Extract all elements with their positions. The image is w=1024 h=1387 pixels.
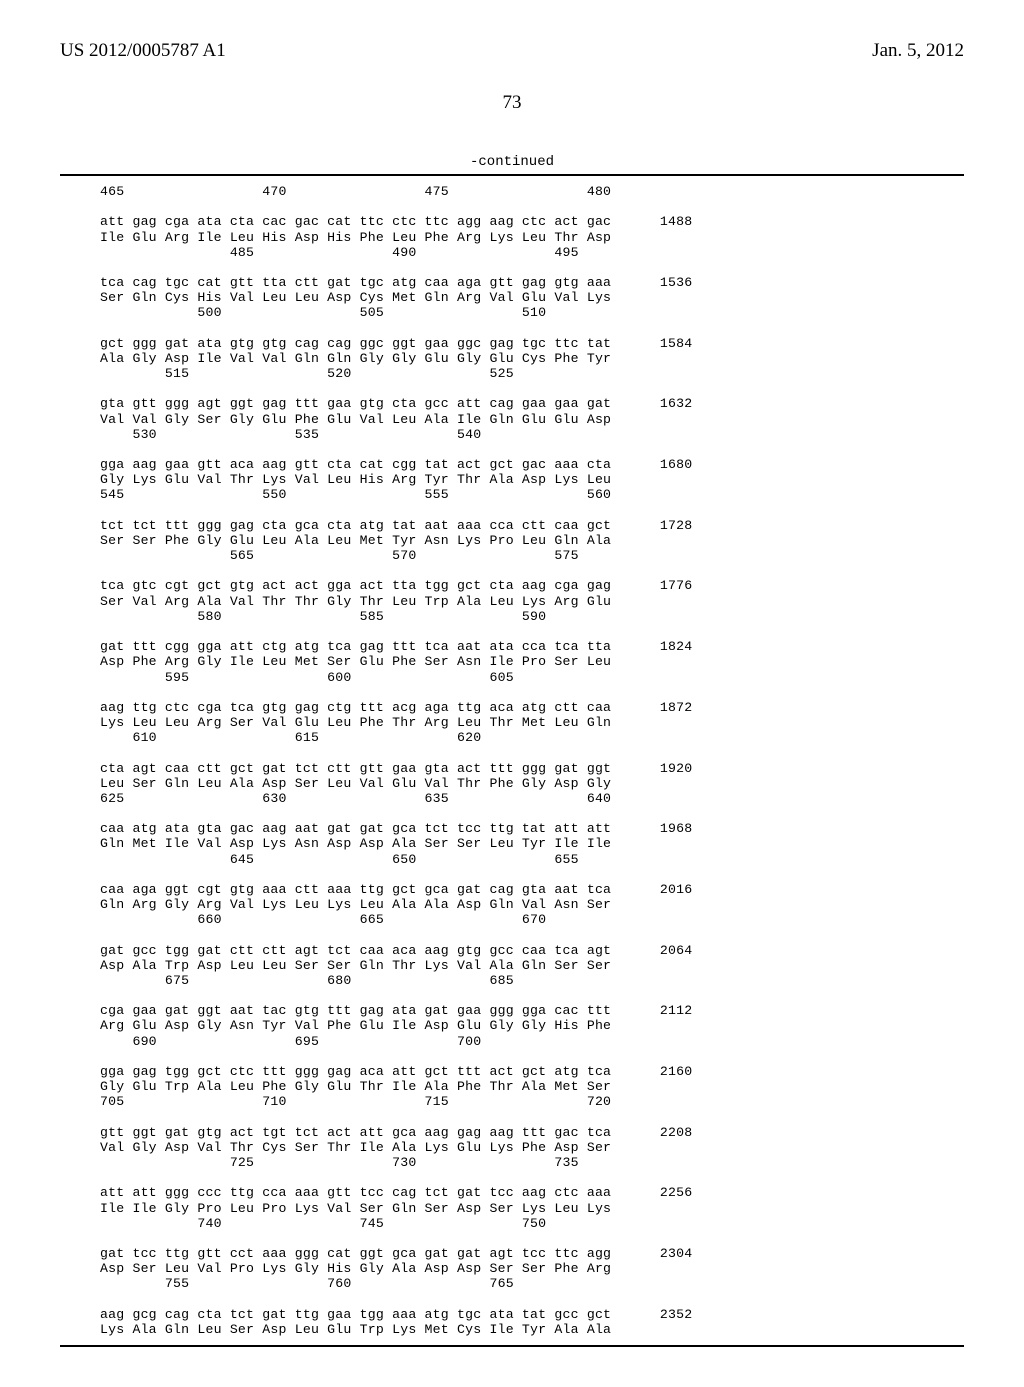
sequence-listing: 465 470 475 480 att gag cga ata cta cac … xyxy=(60,178,964,1343)
publication-number: US 2012/0005787 A1 xyxy=(60,40,226,62)
rule-top xyxy=(60,174,964,176)
header-row: US 2012/0005787 A1 Jan. 5, 2012 xyxy=(60,40,964,62)
publication-date: Jan. 5, 2012 xyxy=(872,40,964,62)
continued-label: -continued xyxy=(60,154,964,170)
page-number: 73 xyxy=(60,92,964,114)
rule-bottom xyxy=(60,1345,964,1347)
page: US 2012/0005787 A1 Jan. 5, 2012 73 -cont… xyxy=(0,0,1024,1387)
